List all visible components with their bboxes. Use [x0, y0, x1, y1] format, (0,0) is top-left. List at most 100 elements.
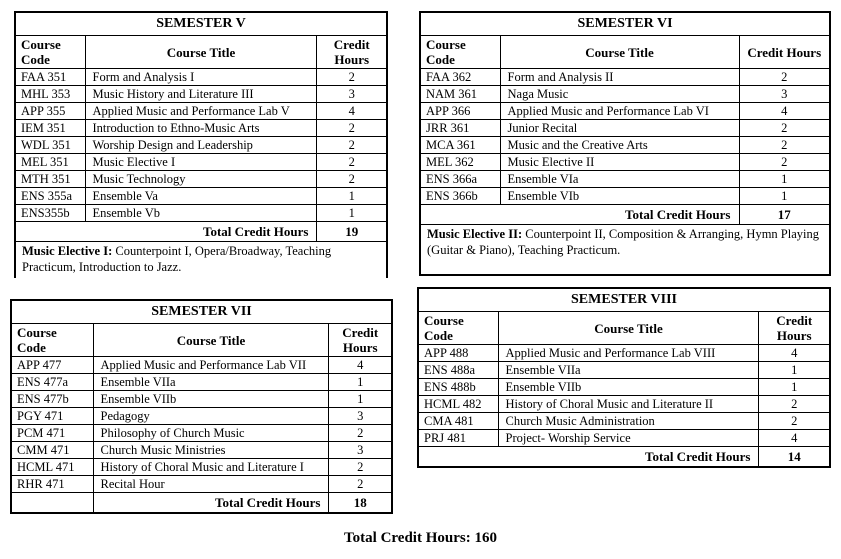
- column-header-row: Course Code Course Title Credit Hours: [417, 311, 831, 345]
- course-row: RHR 471 Recital Hour 2: [10, 475, 393, 493]
- course-title: Ensemble VIIa: [497, 361, 760, 379]
- course-code: ENS 477a: [10, 373, 94, 391]
- semester-5-grid: SEMESTER V Course Code Course Title Credit …: [14, 11, 388, 278]
- elective-note-lead: Music Elective II:: [427, 227, 523, 241]
- credit-hours: 2: [738, 153, 831, 171]
- note-row: Music Elective II: Counterpoint II, Comp…: [419, 224, 831, 276]
- course-title: Project- Worship Service: [497, 429, 760, 447]
- course-title: Church Music Ministries: [92, 441, 330, 459]
- course-row: PRJ 481 Project- Worship Service 4: [417, 429, 831, 447]
- course-code: ENS 366b: [419, 187, 501, 205]
- column-header-title: Course Title: [84, 35, 318, 69]
- column-header-row: Course Code Course Title Credit Hours: [419, 35, 831, 69]
- credit-hours: 4: [328, 356, 393, 374]
- course-title: Naga Music: [499, 85, 740, 103]
- course-title: Music and the Creative Arts: [499, 136, 740, 154]
- course-title: Applied Music and Performance Lab VIII: [497, 344, 760, 362]
- course-code: MHL 353: [14, 85, 86, 103]
- course-code: HCML 482: [417, 395, 499, 413]
- credit-hours: 2: [758, 412, 831, 430]
- course-title: Introduction to Ethno-Music Arts: [84, 119, 318, 137]
- credit-hours: 2: [316, 153, 388, 171]
- total-label: Total Credit Hours: [14, 221, 318, 242]
- course-code: APP 488: [417, 344, 499, 362]
- course-title: Ensemble VIIa: [92, 373, 330, 391]
- column-header-title: Course Title: [497, 311, 760, 345]
- course-code: MEL 351: [14, 153, 86, 171]
- course-code: PRJ 481: [417, 429, 499, 447]
- course-title: Music Technology: [84, 170, 318, 188]
- column-header-code: Course Code: [419, 35, 501, 69]
- credit-hours: 3: [738, 85, 831, 103]
- course-row: MTH 351 Music Technology 2: [14, 170, 388, 188]
- semester-7-grid: SEMESTER VII Course Code Course Title Credi…: [10, 299, 393, 514]
- course-title: Ensemble VIa: [499, 170, 740, 188]
- course-code: CMA 481: [417, 412, 499, 430]
- total-label: Total Credit Hours: [417, 446, 760, 468]
- course-row: ENS 355a Ensemble Va 1: [14, 187, 388, 205]
- total-row: Total Credit Hours 14: [417, 446, 831, 468]
- course-title: Form and Analysis I: [84, 68, 318, 86]
- course-code: FAA 351: [14, 68, 86, 86]
- course-title: Music Elective I: [84, 153, 318, 171]
- total-value: 17: [738, 204, 831, 225]
- total-label: Total Credit Hours: [92, 492, 330, 514]
- credit-hours: 4: [758, 344, 831, 362]
- credit-hours: 4: [738, 102, 831, 120]
- semester-title-row: SEMESTER VI: [419, 11, 831, 36]
- credit-hours: 4: [758, 429, 831, 447]
- course-row: WDL 351 Worship Design and Leadership 2: [14, 136, 388, 154]
- credit-hours: 3: [328, 407, 393, 425]
- credit-hours: 1: [738, 170, 831, 188]
- course-row: ENS355b Ensemble Vb 1: [14, 204, 388, 222]
- semester-title: SEMESTER V: [14, 11, 388, 36]
- credit-hours: 1: [316, 204, 388, 222]
- credit-hours: 1: [758, 361, 831, 379]
- course-title: History of Choral Music and Literature I…: [497, 395, 760, 413]
- total-row: Total Credit Hours 19: [14, 221, 388, 242]
- course-row: CMM 471 Church Music Ministries 3: [10, 441, 393, 459]
- course-row: FAA 362 Form and Analysis II 2: [419, 68, 831, 86]
- course-title: Ensemble Vb: [84, 204, 318, 222]
- course-row: ENS 366b Ensemble VIb 1: [419, 187, 831, 205]
- column-header-hours: Credit Hours: [328, 323, 393, 357]
- course-code: MEL 362: [419, 153, 501, 171]
- course-title: Applied Music and Performance Lab VI: [499, 102, 740, 120]
- credit-hours: 2: [328, 424, 393, 442]
- course-code: JRR 361: [419, 119, 501, 137]
- course-row: CMA 481 Church Music Administration 2: [417, 412, 831, 430]
- grand-total-text: Total Credit Hours: 160: [344, 530, 497, 546]
- course-code: PGY 471: [10, 407, 94, 425]
- course-code: WDL 351: [14, 136, 86, 154]
- course-row: ENS 488b Ensemble VIIb 1: [417, 378, 831, 396]
- course-code: RHR 471: [10, 475, 94, 493]
- course-row: PCM 471 Philosophy of Church Music 2: [10, 424, 393, 442]
- course-title: Music History and Literature III: [84, 85, 318, 103]
- column-header-code: Course Code: [14, 35, 86, 69]
- course-code: HCML 471: [10, 458, 94, 476]
- course-code: ENS 488b: [417, 378, 499, 396]
- semester-viii-table: SEMESTER VIII Course Code Course Title Cred…: [417, 287, 831, 468]
- credit-hours: 2: [316, 68, 388, 86]
- course-title: Ensemble VIb: [499, 187, 740, 205]
- semester-title: SEMESTER VII: [10, 299, 393, 324]
- course-title: History of Choral Music and Literature I: [92, 458, 330, 476]
- course-row: ENS 366a Ensemble VIa 1: [419, 170, 831, 188]
- credit-hours: 4: [316, 102, 388, 120]
- column-header-row: Course Code Course Title Credit Hours: [14, 35, 388, 69]
- semester-title-row: SEMESTER VII: [10, 299, 393, 324]
- course-row: MHL 353 Music History and Literature III 3: [14, 85, 388, 103]
- column-header-title: Course Title: [92, 323, 330, 357]
- course-row: MCA 361 Music and the Creative Arts 2: [419, 136, 831, 154]
- course-row: APP 477 Applied Music and Performance Lab…: [10, 356, 393, 374]
- credit-hours: 2: [328, 475, 393, 493]
- course-code: PCM 471: [10, 424, 94, 442]
- course-code: ENS 355a: [14, 187, 86, 205]
- credit-hours: 3: [328, 441, 393, 459]
- course-title: Worship Design and Leadership: [84, 136, 318, 154]
- semester-title-row: SEMESTER VIII: [417, 287, 831, 312]
- semester-title-row: SEMESTER V: [14, 11, 388, 36]
- column-header-hours: Credit Hours: [316, 35, 388, 69]
